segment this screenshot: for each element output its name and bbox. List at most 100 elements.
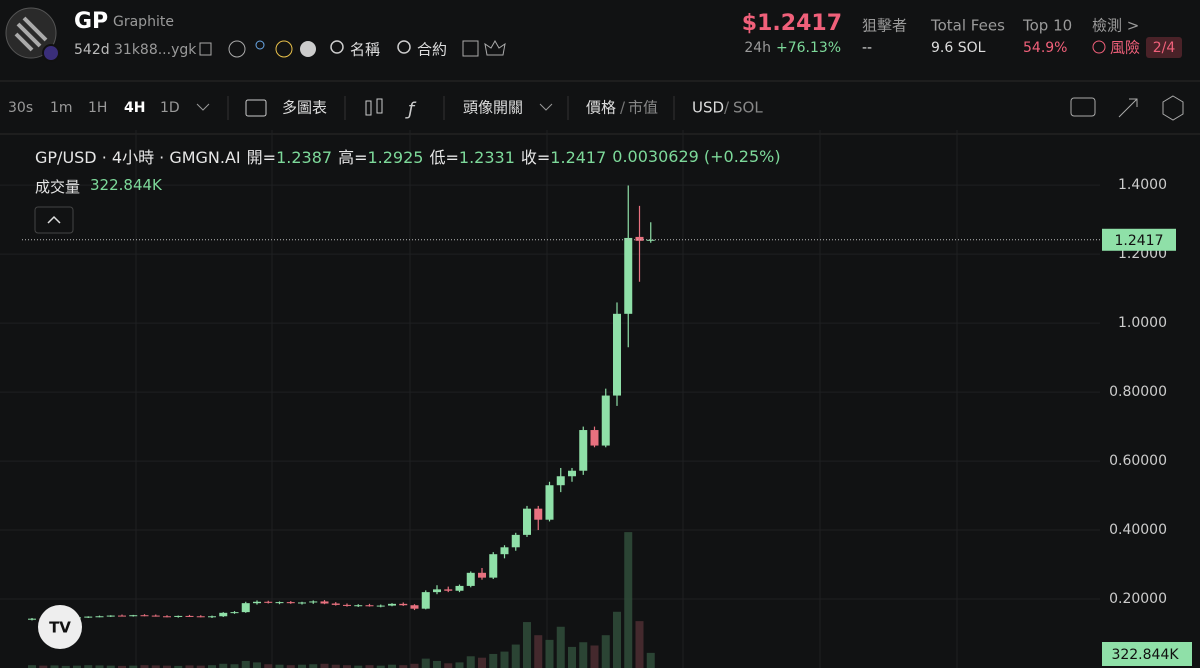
avatar-art	[14, 16, 48, 52]
separator: /	[724, 99, 730, 117]
candle-body	[320, 601, 329, 604]
warn-icon[interactable]	[275, 40, 293, 58]
candle-body	[219, 612, 228, 617]
search-icon[interactable]	[397, 40, 411, 54]
price-toggle[interactable]: 價格	[586, 99, 616, 117]
volume-bar	[466, 656, 475, 668]
volume-bar	[500, 651, 509, 668]
search-contract[interactable]: 合約	[417, 41, 447, 59]
web-icon[interactable]	[228, 40, 246, 58]
candle-body	[331, 603, 340, 605]
volume-bar	[163, 665, 171, 668]
candle-body	[455, 585, 464, 591]
risk-count: 2/4	[1153, 40, 1176, 56]
age: 542d	[74, 42, 110, 58]
usd-toggle[interactable]: USD	[692, 99, 724, 117]
price-tag-label: 1.2417	[1115, 233, 1164, 249]
volume-bar	[73, 665, 81, 668]
volume-bar	[208, 665, 216, 668]
avatar-toggle[interactable]: 頭像開關	[463, 99, 523, 117]
search-icon[interactable]	[330, 40, 344, 54]
search-name[interactable]: 名稱	[350, 41, 380, 59]
share-icon[interactable]	[462, 40, 479, 57]
change-period: 24h	[744, 40, 771, 56]
risk-icon	[1092, 40, 1106, 54]
address[interactable]: 31k88...ygk	[114, 42, 197, 58]
multi-chart[interactable]: 多圖表	[282, 99, 327, 117]
volume-bar	[343, 665, 351, 668]
legend: GP/USD · 4小時 · GMGN.AI 開=1.2387 高=1.2925…	[35, 144, 781, 168]
legend-label: 低=	[429, 148, 459, 167]
check-link[interactable]: 檢測 >	[1092, 17, 1139, 35]
crown-icon[interactable]	[484, 39, 506, 56]
y-tick-label: 1.4000	[1118, 177, 1167, 193]
legend-change: 0.0030629 (+0.25%)	[612, 146, 781, 166]
volume-bar	[511, 644, 520, 668]
volume-bar	[253, 662, 261, 668]
volume-bar	[286, 665, 295, 668]
risk-badge	[1146, 37, 1182, 58]
volume-bar	[129, 665, 138, 668]
tv-logo[interactable]	[38, 605, 82, 649]
candle-body	[624, 237, 633, 314]
price: $1.2417	[742, 11, 842, 36]
interval[interactable]: 1H	[88, 100, 107, 116]
candle-body	[140, 615, 149, 617]
sol-toggle[interactable]: SOL	[733, 99, 763, 117]
candle-body	[556, 476, 565, 486]
camera-icon[interactable]	[1070, 97, 1096, 117]
separator: /	[620, 99, 626, 117]
candle-body	[388, 603, 396, 606]
candle-icon[interactable]	[376, 98, 383, 114]
candle-body	[410, 605, 419, 609]
volume-bar	[264, 664, 273, 668]
interval[interactable]: 30s	[8, 100, 33, 116]
expand-icon[interactable]	[1118, 98, 1138, 118]
indicator-icon[interactable]: ƒ	[405, 99, 417, 120]
interval[interactable]: 4H	[124, 100, 145, 116]
collapse-button[interactable]	[34, 206, 74, 234]
candle-body	[309, 601, 318, 603]
risk[interactable]: 風險	[1110, 39, 1140, 57]
chevron[interactable]	[196, 103, 210, 111]
volume-bar	[365, 665, 374, 668]
volume-bar	[309, 664, 318, 668]
list-icon[interactable]	[300, 41, 316, 57]
volume-bar	[140, 665, 149, 668]
volume-bar	[354, 665, 363, 668]
volume-bar	[219, 663, 228, 668]
candle-body	[84, 616, 93, 618]
volume-bar	[151, 665, 160, 668]
interval[interactable]: 1D	[160, 100, 180, 116]
candle-body	[174, 615, 183, 617]
chevron[interactable]	[539, 103, 553, 111]
user-icon[interactable]	[255, 40, 265, 50]
candle-icon[interactable]	[365, 100, 372, 116]
volume-bar	[230, 664, 239, 668]
add-icon[interactable]	[245, 99, 267, 117]
candle-body	[433, 589, 441, 593]
candle-body	[444, 589, 453, 591]
candle-body	[196, 616, 205, 618]
volume-bar	[523, 622, 531, 668]
candle-body	[286, 602, 295, 604]
settings-icon[interactable]	[1162, 95, 1184, 121]
volume-bar	[388, 664, 396, 668]
token-avatar[interactable]	[5, 7, 57, 59]
price-tag	[1102, 228, 1176, 251]
y-tick-label: 0.40000	[1109, 522, 1167, 538]
mcap-toggle[interactable]: 市值	[628, 99, 658, 117]
candle-body	[489, 554, 498, 578]
volume-bar	[545, 639, 554, 668]
copy-icon[interactable]	[199, 42, 212, 56]
candle-body	[354, 605, 363, 607]
interval[interactable]: 1m	[50, 100, 73, 116]
candle-body	[95, 616, 104, 618]
stat-label: Top 10	[1022, 17, 1072, 35]
symbol: GP	[74, 9, 108, 34]
stat-label: Total Fees	[930, 17, 1005, 35]
volume-bar	[635, 621, 644, 668]
stat-label: 狙擊者	[862, 17, 907, 35]
candle-body	[534, 508, 543, 520]
